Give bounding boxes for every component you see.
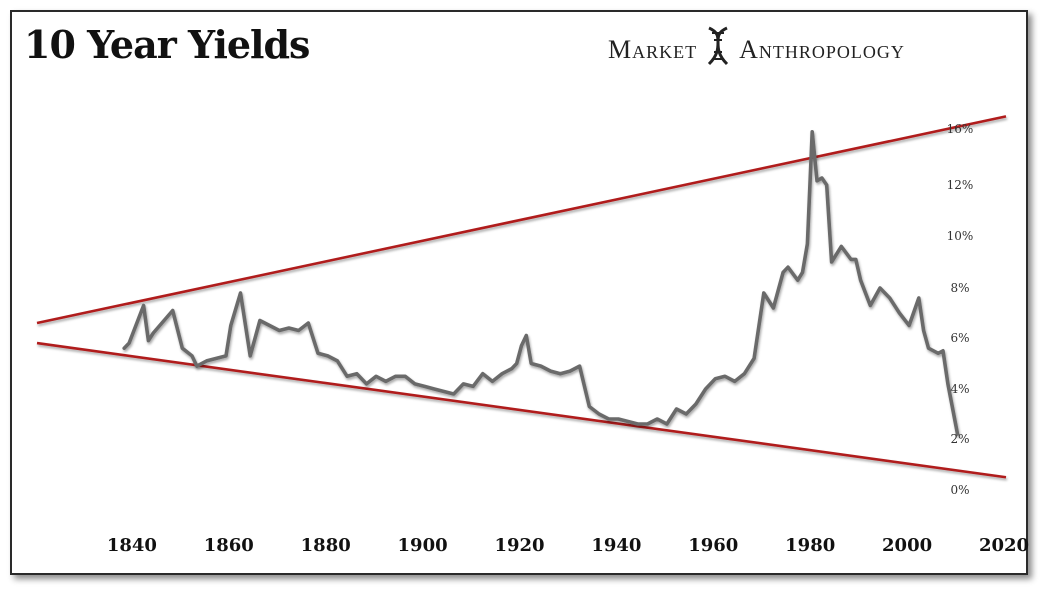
- x-tick-label: 1840: [107, 535, 157, 556]
- x-tick-label: 1880: [301, 535, 351, 556]
- brand-right: Anthropology: [739, 35, 905, 64]
- y-tick-label: 2%: [950, 432, 969, 446]
- y-tick-label: 8%: [950, 281, 969, 295]
- x-tick-label: 1960: [688, 535, 738, 556]
- y-tick-label: 16%: [947, 122, 974, 136]
- x-tick-label: 1900: [398, 535, 448, 556]
- y-tick-label: 0%: [950, 483, 969, 497]
- x-tick-label: 1940: [591, 535, 641, 556]
- y-tick-label: 6%: [950, 331, 969, 345]
- y-tick-label: 4%: [950, 382, 969, 396]
- y-tick-label: 12%: [947, 178, 974, 192]
- x-tick-label: 1980: [785, 535, 835, 556]
- trend-line-lower: [36, 341, 1007, 479]
- y-tick-label: 10%: [947, 229, 974, 243]
- dna-helix-icon: [701, 26, 735, 66]
- x-tick-label: 1920: [494, 535, 544, 556]
- trend-line-upper: [36, 115, 1007, 325]
- chart-title: 10 Year Yields: [24, 22, 310, 67]
- x-tick-label: 2000: [882, 535, 932, 556]
- yield-series-line: [122, 130, 960, 436]
- brand-left: Market: [608, 35, 698, 64]
- x-tick-label: 2020: [979, 535, 1029, 556]
- brand-logo: Market Anthropology: [608, 18, 905, 66]
- x-tick-label: 1860: [204, 535, 254, 556]
